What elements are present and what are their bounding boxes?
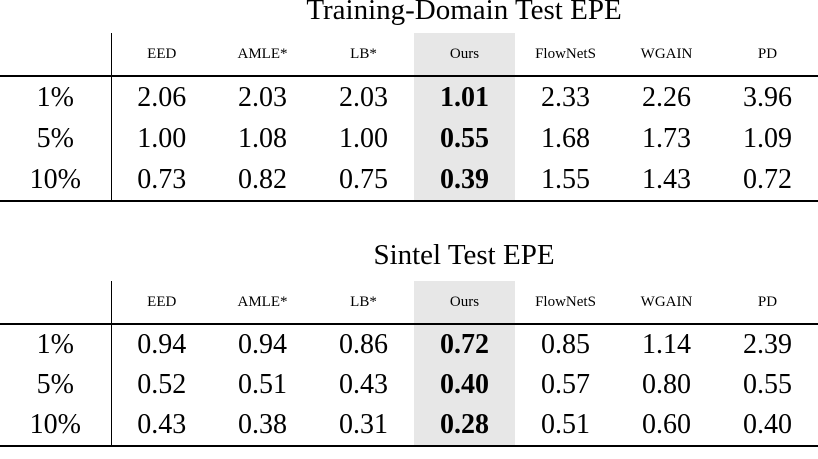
- value-cell: 1.68: [541, 122, 590, 154]
- column-header-ours: Ours: [414, 281, 515, 325]
- value-cell: 0.51: [541, 409, 590, 440]
- column-header-ours: Ours: [414, 33, 515, 77]
- value-cell: 1.73: [642, 122, 691, 154]
- value-cell: 0.72: [743, 163, 792, 195]
- value-cell-ours: 0.39: [414, 159, 515, 201]
- value-cell: 0.57: [541, 369, 590, 400]
- training-domain-table-section: Training-Domain Test EPE EED AMLE* LB* O…: [0, 0, 818, 202]
- sintel-table: EED AMLE* LB* Ours FlowNetS WGAIN PD 1% …: [0, 281, 818, 447]
- row-label: 10%: [0, 159, 112, 201]
- value-cell: 2.33: [541, 81, 590, 113]
- table-row: 5% 1.00 1.08 1.00 0.55 1.68 1.73 1.09: [0, 118, 818, 159]
- value-cell: 0.31: [339, 409, 388, 440]
- value-cell: 2.03: [339, 81, 388, 113]
- table-title-training-domain: Training-Domain Test EPE: [306, 0, 622, 26]
- column-header-flownets: FlowNetS: [515, 281, 616, 325]
- value-cell: 0.38: [238, 409, 287, 440]
- value-cell: 0.80: [642, 369, 691, 400]
- corner-cell: [0, 281, 112, 325]
- header-row: EED AMLE* LB* Ours FlowNetS WGAIN PD: [0, 33, 818, 77]
- value-cell: 2.26: [642, 81, 691, 113]
- row-label: 1%: [0, 324, 112, 365]
- value-cell: 1.43: [642, 163, 691, 195]
- value-cell: 1.14: [642, 329, 691, 360]
- value-cell: 1.00: [137, 122, 187, 154]
- value-cell: 1.09: [743, 122, 792, 154]
- column-header-wgain: WGAIN: [616, 281, 717, 325]
- column-header-lb: LB*: [313, 281, 414, 325]
- value-cell: 0.43: [137, 409, 187, 440]
- value-cell: 0.52: [137, 369, 187, 400]
- row-label: 5%: [0, 365, 112, 405]
- value-cell-ours: 0.55: [414, 118, 515, 159]
- table-row: 10% 0.73 0.82 0.75 0.39 1.55 1.43 0.72: [0, 159, 818, 201]
- value-cell: 0.51: [238, 369, 287, 400]
- table-row: 1% 2.06 2.03 2.03 1.01 2.33 2.26 3.96: [0, 76, 818, 118]
- value-cell: 3.96: [743, 81, 792, 113]
- value-cell-ours: 0.40: [414, 365, 515, 405]
- column-header-flownets: FlowNetS: [515, 33, 616, 77]
- value-cell-ours: 0.72: [414, 324, 515, 365]
- value-cell: 0.60: [642, 409, 691, 440]
- column-header-amle: AMLE*: [212, 33, 313, 77]
- value-cell-ours: 1.01: [414, 76, 515, 118]
- row-label: 5%: [0, 118, 112, 159]
- corner-cell: [0, 33, 112, 77]
- column-header-lb: LB*: [313, 33, 414, 77]
- column-header-eed: EED: [111, 281, 212, 325]
- value-cell: 0.40: [743, 409, 792, 440]
- value-cell: 0.94: [137, 329, 187, 360]
- value-cell: 0.86: [339, 329, 388, 360]
- column-header-pd: PD: [717, 281, 818, 325]
- column-header-pd: PD: [717, 33, 818, 77]
- training-domain-table: EED AMLE* LB* Ours FlowNetS WGAIN PD 1% …: [0, 33, 818, 202]
- value-cell: 0.75: [339, 163, 388, 195]
- value-cell: 0.55: [743, 369, 792, 400]
- value-cell: 2.03: [238, 81, 287, 113]
- row-label: 10%: [0, 405, 112, 446]
- value-cell: 0.43: [339, 369, 388, 400]
- value-cell: 2.39: [743, 329, 792, 360]
- column-header-wgain: WGAIN: [616, 33, 717, 77]
- column-header-eed: EED: [111, 33, 212, 77]
- table-row: 5% 0.52 0.51 0.43 0.40 0.57 0.80 0.55: [0, 365, 818, 405]
- column-header-amle: AMLE*: [212, 281, 313, 325]
- value-cell: 1.00: [339, 122, 388, 154]
- table-title-sintel: Sintel Test EPE: [373, 239, 555, 271]
- value-cell: 2.06: [137, 81, 187, 113]
- sintel-table-section: Sintel Test EPE EED AMLE* LB* Ours FlowN…: [0, 239, 818, 447]
- value-cell: 0.94: [238, 329, 287, 360]
- value-cell: 0.82: [238, 163, 287, 195]
- row-label: 1%: [0, 76, 112, 118]
- value-cell: 1.08: [238, 122, 287, 154]
- header-row: EED AMLE* LB* Ours FlowNetS WGAIN PD: [0, 281, 818, 325]
- value-cell: 0.85: [541, 329, 590, 360]
- value-cell: 1.55: [541, 163, 590, 195]
- value-cell-ours: 0.28: [414, 405, 515, 446]
- value-cell: 0.73: [137, 163, 187, 195]
- table-row: 1% 0.94 0.94 0.86 0.72 0.85 1.14 2.39: [0, 324, 818, 365]
- table-row: 10% 0.43 0.38 0.31 0.28 0.51 0.60 0.40: [0, 405, 818, 446]
